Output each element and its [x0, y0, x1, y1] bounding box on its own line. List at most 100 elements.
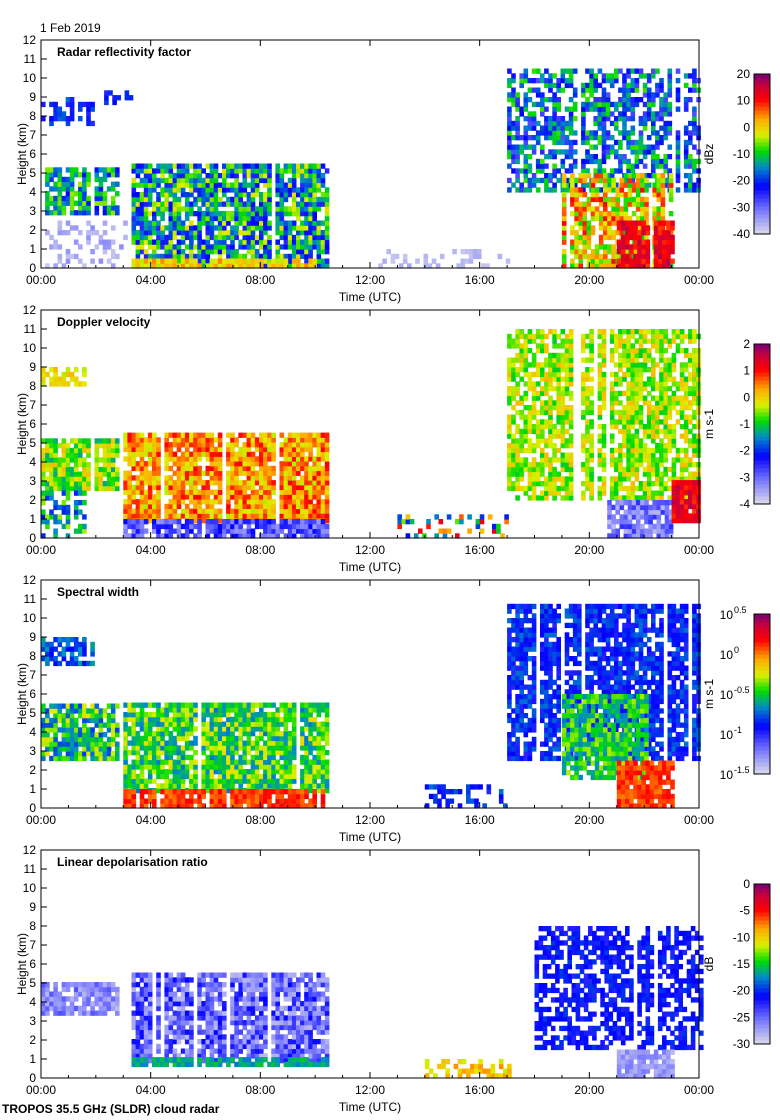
echo-cell	[675, 329, 681, 335]
echo-cell	[667, 414, 673, 420]
echo-cell	[102, 438, 108, 444]
echo-cell	[242, 465, 248, 472]
echo-cell	[692, 168, 697, 174]
echo-cell	[515, 352, 520, 359]
echo-cell	[139, 508, 145, 514]
echo-cell	[671, 367, 677, 373]
echo-cell	[622, 409, 627, 416]
echo-cell	[320, 173, 326, 179]
echo-cell	[659, 386, 664, 392]
echo-cell	[168, 258, 174, 264]
echo-cell	[53, 101, 58, 108]
echo-cell	[291, 437, 297, 443]
echo-cell	[622, 424, 627, 430]
echo-cell	[638, 333, 644, 340]
echo-cell	[287, 499, 293, 505]
echo-cell	[254, 446, 260, 453]
echo-cell	[94, 176, 100, 183]
echo-cell	[123, 456, 128, 462]
echo-cell	[201, 211, 206, 217]
echo-cell	[263, 263, 268, 269]
echo-cell	[172, 196, 178, 203]
echo-cell	[645, 263, 651, 269]
echo-cell	[110, 471, 116, 477]
echo-cell	[527, 381, 533, 387]
echo-cell	[61, 438, 67, 444]
echo-cell	[667, 395, 673, 401]
echo-cell	[535, 471, 541, 477]
echo-cell	[242, 211, 248, 217]
echo-cell	[540, 466, 545, 473]
echo-cell	[291, 475, 297, 481]
echo-cell	[106, 210, 112, 216]
echo-cell	[250, 519, 256, 525]
echo-cell	[683, 149, 689, 155]
echo-cell	[688, 476, 693, 482]
echo-cell	[597, 405, 603, 411]
echo-cell	[263, 489, 268, 495]
echo-cell	[69, 101, 75, 108]
echo-cell	[123, 519, 128, 525]
echo-cell	[234, 523, 239, 530]
echo-cell	[472, 253, 478, 260]
echo-cell	[242, 187, 248, 193]
echo-cell	[205, 211, 211, 217]
echo-cell	[622, 158, 627, 165]
echo-cell	[152, 211, 157, 217]
echo-cell	[692, 116, 697, 122]
echo-cell	[135, 480, 141, 486]
echo-cell	[601, 400, 607, 406]
echo-cell	[655, 428, 660, 435]
echo-cell	[131, 182, 137, 188]
echo-cell	[147, 220, 153, 226]
echo-cell	[197, 519, 202, 525]
echo-cell	[45, 438, 50, 444]
echo-cell	[296, 244, 301, 250]
echo-cell	[156, 470, 161, 476]
echo-cell	[515, 101, 520, 108]
echo-cell	[544, 173, 549, 179]
echo-cell	[548, 381, 553, 387]
echo-cell	[283, 475, 289, 481]
echo-cell	[147, 244, 153, 250]
echo-cell	[413, 533, 419, 539]
echo-cell	[164, 484, 169, 491]
echo-cell	[78, 172, 83, 178]
echo-cell	[234, 182, 239, 188]
echo-cell	[254, 494, 260, 500]
echo-cell	[511, 158, 516, 165]
echo-cell	[609, 386, 615, 392]
echo-cell	[300, 182, 305, 188]
echo-cell	[267, 513, 272, 519]
echo-cell	[94, 485, 100, 492]
echo-cell	[688, 135, 693, 141]
echo-cell	[519, 395, 524, 401]
echo-cell	[184, 442, 190, 448]
echo-cell	[659, 116, 664, 122]
echo-cell	[641, 244, 646, 250]
echo-cell	[556, 400, 561, 406]
echo-cell	[160, 192, 165, 198]
echo-cell	[143, 480, 149, 486]
echo-cell	[45, 371, 50, 378]
echo-cell	[634, 395, 640, 401]
echo-cell	[667, 424, 673, 430]
echo-cell	[106, 258, 112, 264]
echo-cell	[578, 263, 583, 269]
echo-cell	[320, 499, 326, 505]
echo-cell	[659, 476, 664, 482]
echo-cell	[544, 371, 549, 378]
echo-cell	[618, 357, 623, 363]
echo-cell	[540, 362, 545, 368]
echo-cell	[609, 481, 615, 487]
echo-cell	[312, 258, 317, 264]
echo-cell	[659, 462, 664, 468]
echo-cell	[609, 149, 615, 155]
echo-cell	[312, 220, 317, 226]
echo-cell	[507, 443, 512, 449]
echo-cell	[638, 376, 644, 382]
echo-cell	[468, 249, 474, 255]
echo-cell	[168, 508, 174, 514]
echo-cell	[287, 528, 293, 534]
echo-cell	[61, 481, 67, 487]
